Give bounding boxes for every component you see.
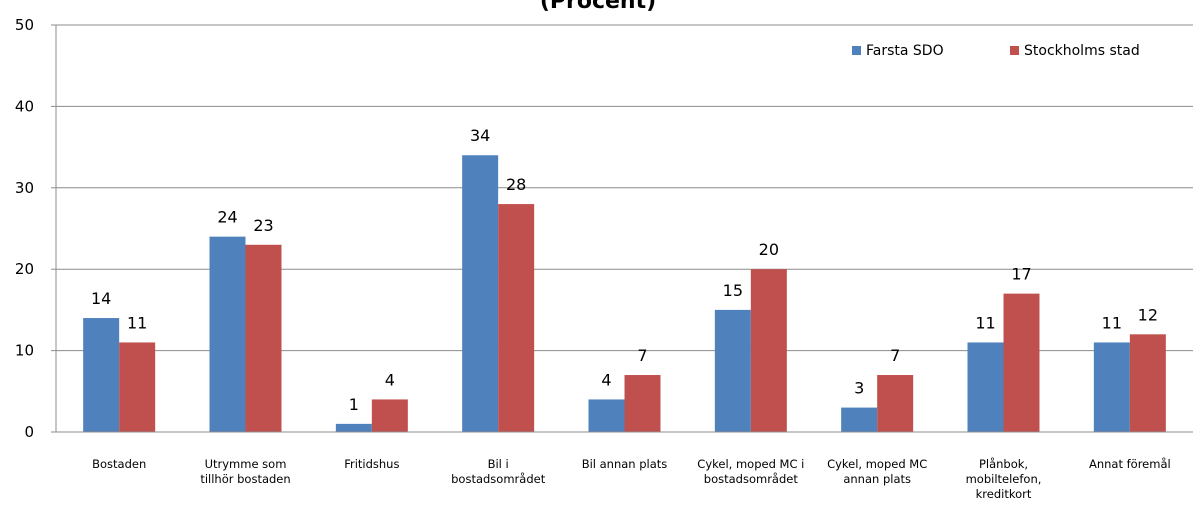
bar	[877, 375, 914, 432]
bar	[1129, 334, 1166, 432]
data-label: 1	[349, 395, 359, 414]
bar	[1003, 293, 1040, 432]
chart-title: (Procent)	[540, 0, 656, 14]
legend-swatch	[852, 46, 861, 55]
bar	[967, 342, 1004, 432]
x-tick-label: Cykel, moped MC i bostadsområdet	[697, 457, 804, 486]
bar	[1093, 342, 1130, 432]
legend-label: Farsta SDO	[866, 43, 944, 59]
axes	[55, 25, 1193, 433]
x-tick-label: Bostaden	[92, 457, 146, 471]
bar	[209, 236, 246, 432]
y-tick-label: 0	[24, 423, 34, 441]
data-label: 28	[506, 175, 526, 194]
x-tick-label: Bil annan plats	[582, 457, 668, 471]
data-label: 20	[759, 240, 779, 259]
x-axis-labels: Bostaden Utrymme som tillhör bostaden Friti…	[92, 457, 1171, 501]
y-tick-label: 50	[15, 16, 34, 34]
bar	[624, 375, 661, 432]
data-label: 24	[217, 208, 237, 227]
x-tick-label: Utrymme som tillhör bostaden	[200, 457, 290, 486]
data-label: 12	[1138, 305, 1158, 324]
bar	[498, 204, 535, 432]
x-tick-label: Annat föremål	[1089, 457, 1171, 471]
x-tick-label: Plånbok, mobiltelefon, kreditkort	[966, 457, 1042, 501]
data-label: 23	[253, 216, 273, 235]
data-label: 17	[1011, 265, 1031, 284]
data-label: 34	[470, 126, 490, 145]
bar	[841, 407, 878, 432]
bar	[335, 423, 372, 432]
bars	[83, 155, 1166, 433]
y-tick-label: 10	[15, 342, 34, 360]
y-tick-label: 40	[15, 97, 34, 115]
bar	[462, 155, 499, 433]
bar	[714, 309, 751, 432]
legend-label: Stockholms stad	[1024, 43, 1140, 59]
legend: Farsta SDO Stockholms stad	[852, 43, 1140, 59]
data-label: 4	[601, 370, 611, 389]
data-label: 4	[385, 370, 395, 389]
data-label: 14	[91, 289, 111, 308]
bar	[245, 244, 282, 432]
y-axis-ticks: 0 10 20 30 40 50	[15, 16, 56, 441]
data-label: 3	[854, 379, 864, 398]
data-label: 11	[975, 313, 995, 332]
bar	[83, 318, 120, 432]
bar	[588, 399, 625, 432]
x-tick-label: Fritidshus	[344, 457, 399, 471]
data-label: 11	[1102, 313, 1122, 332]
legend-swatch	[1010, 46, 1019, 55]
data-label: 15	[723, 281, 743, 300]
y-tick-label: 20	[15, 260, 34, 278]
data-label: 7	[637, 346, 647, 365]
bar	[119, 342, 156, 432]
bar	[371, 399, 408, 432]
x-tick-label: Cykel, moped MC annan plats	[827, 457, 927, 486]
y-tick-label: 30	[15, 179, 34, 197]
x-tick-label: Bil i bostadsområdet	[451, 457, 546, 486]
data-label: 7	[890, 346, 900, 365]
data-label: 11	[127, 313, 147, 332]
bar	[750, 269, 787, 432]
